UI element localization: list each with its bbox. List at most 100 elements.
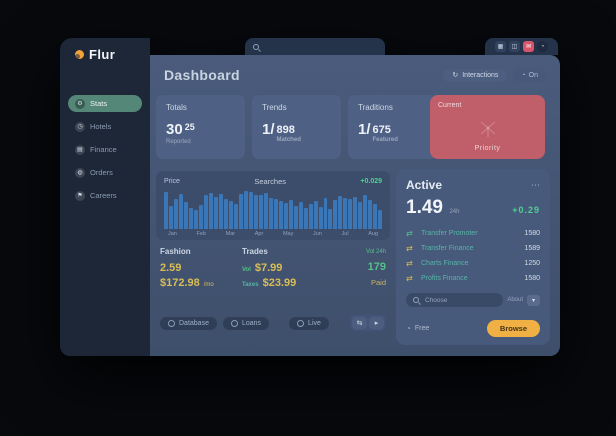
status-chip[interactable]: ◔ On (513, 68, 546, 82)
about-label: About (507, 297, 523, 303)
chart-bar (198, 205, 203, 229)
chip-label: Database (179, 319, 209, 327)
pager-prev-button[interactable]: ⇆ (352, 317, 367, 329)
chip-loans[interactable]: Loans (222, 316, 270, 330)
x-tick: Apr (254, 231, 264, 237)
transfer-icon: ⇄ (406, 258, 413, 268)
search-input[interactable] (264, 42, 377, 51)
list-item[interactable]: ⇄ Charts Finance 1250 (406, 256, 540, 271)
list-item[interactable]: ⇄ Transfer Promoter 1580 (406, 226, 540, 241)
summary-fashion: Fashion 2.59 $172.98 /mo (160, 247, 242, 289)
chart-left-label: Price (164, 178, 180, 185)
x-tick: Mar (225, 231, 236, 237)
app-logo: Flur (60, 38, 150, 62)
chart-bar (168, 205, 173, 229)
chip-live[interactable]: Live (289, 316, 329, 330)
filter-chips: Database Loans Live ⇆ ▸ (156, 315, 390, 331)
sidebar-item-label: Careers (90, 191, 117, 200)
stat-value-sup: 25 (184, 122, 195, 132)
interactions-button[interactable]: ↻ Interactions (443, 68, 508, 82)
chart-bar (228, 201, 233, 229)
chart-bar (233, 204, 238, 229)
chart-bar (363, 194, 368, 229)
chart-bar (223, 198, 228, 229)
list-icon: ▤ (75, 144, 85, 155)
logo-icon (75, 50, 84, 59)
row-label: Profits Finance (421, 275, 468, 282)
row-label: Transfer Promoter (421, 230, 478, 237)
sidebar-item-label: Stats (90, 99, 108, 108)
sidebar-item-hotels[interactable]: ◷ Hotels (68, 118, 142, 135)
summary-header: Fashion (160, 247, 191, 256)
row-value: 1580 (524, 275, 540, 282)
chart-bar (328, 209, 333, 229)
chart-bar (313, 201, 318, 229)
chart-header: Price Searches +0.029 (164, 177, 382, 186)
list-item[interactable]: ⇄ Transfer Finance 1589 (406, 241, 540, 256)
summary-volume: Vol 24h 179 Paid (338, 247, 386, 289)
chart-bar (218, 194, 223, 229)
radio-icon (230, 319, 238, 327)
chart-bar (188, 208, 193, 229)
row-label: Transfer Finance (421, 245, 474, 252)
row-value: 1580 (524, 230, 540, 237)
chart-change-badge: +0.029 (360, 178, 382, 185)
chart-bar (308, 204, 313, 229)
list-item[interactable]: ⇄ Profits Finance 1580 (406, 271, 540, 286)
active-title: Active (406, 178, 443, 192)
search-icon (253, 43, 259, 50)
stat-caption: Reported (166, 139, 191, 145)
stat-card-trends: Trends 1/ 898 Matched (252, 95, 341, 159)
browse-button[interactable]: Browse (486, 320, 540, 337)
choose-input[interactable] (423, 295, 497, 305)
interactions-label: Interactions (462, 71, 499, 79)
row-label: Charts Finance (421, 260, 469, 267)
chart-bar (333, 200, 338, 229)
chart-title: Searches (254, 177, 287, 186)
radio-icon (297, 319, 305, 327)
pager-next-button[interactable]: ▸ (369, 317, 384, 329)
chip-database[interactable]: Database (160, 316, 217, 330)
app-window: Flur ⚙ Stats ◷ Hotels ▤ Finance ◍ Orders (60, 38, 560, 356)
chart-bar (268, 197, 273, 229)
apps-icon[interactable]: ◫ (509, 41, 520, 52)
chart-bar (293, 205, 298, 229)
chart-bar (183, 201, 188, 229)
sidebar-item-careers[interactable]: ⚑ Careers (68, 187, 142, 204)
refresh-icon: ↻ (452, 71, 459, 79)
chart-bar (283, 202, 288, 229)
chart-bar (318, 206, 323, 229)
avatar-icon[interactable]: ◔ (537, 41, 548, 52)
grid-icon[interactable]: ▦ (495, 41, 506, 52)
sidebar-item-finance[interactable]: ▤ Finance (68, 141, 142, 158)
active-rows: ⇄ Transfer Promoter 1580 ⇄ Transfer Fina… (406, 226, 540, 286)
sidebar-item-orders[interactable]: ◍ Orders (68, 164, 142, 181)
chip-label: Live (308, 319, 321, 327)
stat-caption: Matched (276, 137, 301, 143)
chart-bar (238, 193, 243, 229)
stat-secondary: 675 (372, 124, 391, 136)
x-tick: Jun (313, 231, 322, 237)
sidebar-item-label: Hotels (90, 122, 112, 131)
summary-header: Trades (242, 247, 268, 256)
chart-bar (243, 190, 248, 229)
chart-bar (173, 199, 178, 229)
chart-bar (213, 197, 218, 229)
summary-value: 179 (367, 261, 386, 273)
x-tick: Jul (341, 231, 349, 237)
stat-label: Trends (262, 103, 287, 112)
sidebar-item-stats[interactable]: ⚙ Stats (68, 95, 142, 112)
active-unit: 24h (449, 209, 460, 215)
summary-value: 2.59 (160, 262, 182, 274)
transfer-icon: ⇄ (406, 228, 413, 238)
priority-icon (480, 121, 495, 137)
overflow-menu-icon[interactable]: ⋯ (531, 179, 540, 190)
active-panel: Active ⋯ 1.49 24h +0.29 ⇄ Transfer Promo… (396, 169, 550, 345)
stats-icon: ⚙ (75, 98, 85, 109)
dropdown-button[interactable]: ▾ (527, 294, 540, 306)
notifications-icon[interactable]: ✉ (523, 41, 534, 52)
radio-icon (168, 319, 175, 327)
chart-bar (278, 201, 283, 229)
chart-bar (348, 198, 353, 229)
